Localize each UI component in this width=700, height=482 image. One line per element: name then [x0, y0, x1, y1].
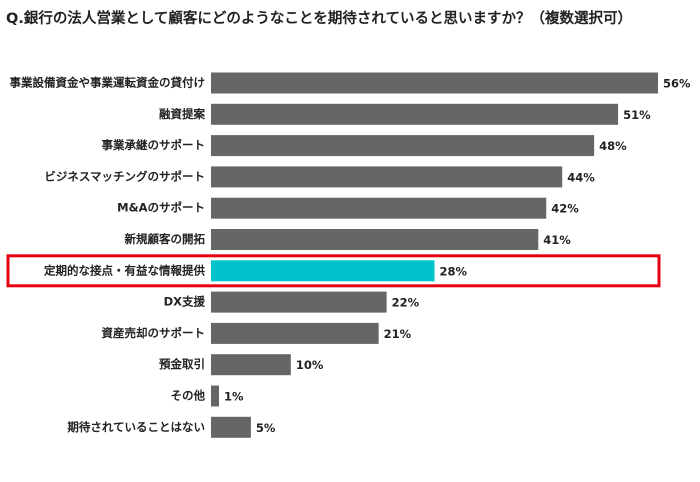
- category-label: 預金取引: [159, 357, 205, 371]
- category-label: M&Aのサポート: [117, 201, 205, 215]
- category-label: その他: [171, 389, 206, 403]
- category-label: 定期的な接点・有益な情報提供: [44, 263, 205, 277]
- category-label: 期待されていることはない: [67, 420, 205, 434]
- value-label: 21%: [384, 327, 412, 341]
- category-label: ビジネスマッチングのサポート: [44, 169, 205, 183]
- bar: [211, 322, 379, 344]
- category-label: 新規顧客の開拓: [125, 232, 206, 246]
- bar: [211, 385, 219, 407]
- bar: [211, 135, 595, 157]
- bar: [211, 291, 387, 313]
- value-label: 10%: [296, 358, 324, 372]
- bar: [211, 103, 619, 125]
- chart-title: Q.銀行の法人営業として顧客にどのようなことを期待されていると思いますか？（複数…: [6, 9, 632, 27]
- value-label: 1%: [224, 390, 244, 404]
- highlight-frame: [6, 254, 661, 288]
- value-label: 48%: [599, 139, 627, 153]
- value-label: 42%: [551, 202, 579, 216]
- value-label: 44%: [567, 170, 595, 184]
- bar: [211, 72, 658, 94]
- bar: [211, 416, 251, 438]
- bar: [211, 197, 547, 219]
- category-label: 資産売却のサポート: [102, 326, 206, 340]
- category-label: 事業承継のサポート: [102, 138, 206, 152]
- value-label: 5%: [256, 421, 276, 435]
- value-label: 28%: [440, 264, 468, 278]
- category-label: 事業設備資金や事業運転資金の貸付け: [10, 76, 206, 90]
- category-label: DX支援: [164, 295, 206, 309]
- bar: [211, 260, 435, 282]
- bar: [211, 354, 291, 376]
- value-label: 22%: [392, 296, 420, 310]
- value-label: 56%: [663, 77, 691, 91]
- category-label: 融資提案: [159, 107, 205, 121]
- value-label: 41%: [543, 233, 571, 247]
- bar: [211, 166, 563, 188]
- bar: [211, 229, 539, 250]
- value-label: 51%: [623, 108, 651, 122]
